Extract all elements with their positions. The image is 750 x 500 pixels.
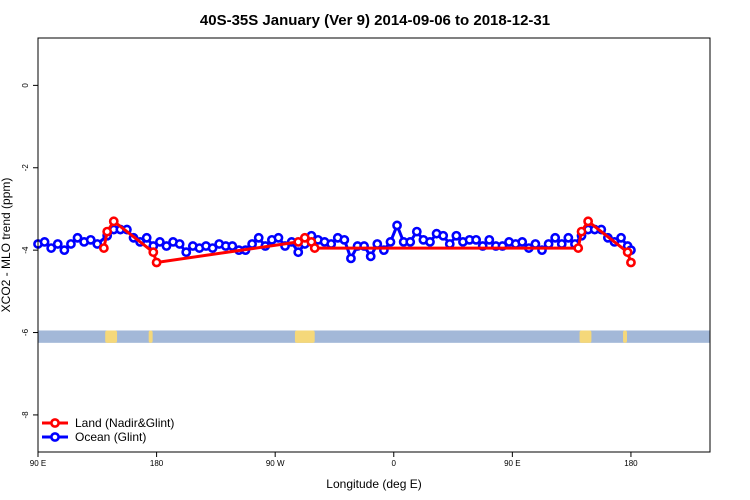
data-point bbox=[273, 232, 284, 243]
data-point bbox=[148, 247, 159, 258]
legend-marker bbox=[50, 418, 60, 428]
legend-label: Ocean (Glint) bbox=[75, 430, 146, 444]
data-point bbox=[392, 220, 402, 231]
data-point bbox=[550, 232, 561, 243]
data-point bbox=[39, 237, 50, 247]
data-point bbox=[72, 232, 83, 243]
plot-frame bbox=[37, 37, 711, 453]
data-point bbox=[154, 237, 165, 247]
x-tick-label: 180 bbox=[150, 459, 164, 468]
data-point bbox=[66, 239, 76, 249]
land-patch bbox=[623, 330, 627, 343]
data-point bbox=[425, 237, 435, 247]
data-point bbox=[616, 232, 626, 243]
data-point bbox=[365, 251, 376, 262]
data-point bbox=[563, 232, 574, 243]
legend: Land (Nadir&Glint)Ocean (Glint) bbox=[42, 416, 174, 444]
data-point bbox=[583, 216, 594, 227]
data-point bbox=[573, 243, 584, 253]
data-point bbox=[385, 237, 396, 247]
data-point bbox=[141, 232, 152, 243]
data-point bbox=[451, 230, 462, 241]
y-tick-label: 0 bbox=[21, 83, 30, 88]
data-point bbox=[411, 226, 422, 237]
data-point bbox=[98, 243, 109, 253]
legend-item: Ocean (Glint) bbox=[42, 430, 146, 444]
data-point bbox=[151, 257, 162, 268]
data-point bbox=[484, 234, 495, 245]
data-point bbox=[372, 239, 383, 249]
y-axis-label: XCO2 - MLO trend (ppm) bbox=[0, 178, 13, 313]
data-point bbox=[108, 216, 119, 227]
data-point bbox=[161, 241, 172, 251]
data-point bbox=[85, 234, 96, 245]
land-patch bbox=[148, 330, 153, 343]
data-point bbox=[52, 239, 63, 249]
data-point bbox=[471, 234, 482, 245]
map-strip bbox=[38, 330, 710, 343]
data-point bbox=[556, 239, 567, 249]
data-point bbox=[102, 226, 113, 237]
data-point bbox=[247, 239, 258, 249]
data-point bbox=[438, 230, 449, 241]
data-point bbox=[293, 237, 304, 247]
x-tick-label: 0 bbox=[392, 459, 397, 468]
data-point bbox=[227, 241, 238, 251]
data-point bbox=[181, 247, 192, 258]
data-point bbox=[517, 237, 528, 247]
y-tick-label: -4 bbox=[21, 246, 30, 254]
x-axis-label: Longitude (deg E) bbox=[326, 477, 421, 491]
x-axis: 90 E 180 90 W 0 90 E 180 bbox=[30, 452, 638, 468]
legend-label: Land (Nadir&Glint) bbox=[75, 416, 174, 430]
data-point bbox=[59, 245, 70, 256]
data-point bbox=[543, 239, 554, 249]
y-axis: 0 -2 -4 -6 -8 bbox=[21, 83, 38, 419]
x-tick-label: 90 E bbox=[30, 459, 46, 468]
legend-item: Land (Nadir&Glint) bbox=[42, 416, 174, 430]
data-point bbox=[346, 253, 356, 264]
data-point bbox=[174, 239, 185, 249]
data-point bbox=[444, 239, 455, 249]
land-patch bbox=[105, 330, 118, 343]
data-point bbox=[530, 239, 541, 249]
y-tick-label: -8 bbox=[21, 411, 30, 419]
series-land bbox=[98, 216, 636, 268]
legend-marker bbox=[50, 432, 60, 442]
x-tick-label: 90 E bbox=[504, 459, 520, 468]
data-point bbox=[339, 234, 350, 245]
y-tick-label: -6 bbox=[21, 328, 30, 336]
land-patch bbox=[294, 330, 315, 343]
data-point bbox=[253, 232, 264, 243]
data-point bbox=[299, 232, 310, 243]
data-point bbox=[46, 243, 57, 253]
series-layer bbox=[33, 216, 636, 268]
x-tick-label: 90 W bbox=[266, 459, 285, 468]
data-point bbox=[576, 226, 587, 237]
data-point bbox=[293, 247, 304, 258]
ocean-band bbox=[38, 330, 710, 343]
data-point bbox=[405, 237, 416, 247]
data-point bbox=[622, 247, 633, 258]
data-point bbox=[626, 257, 636, 268]
data-point bbox=[92, 239, 103, 249]
x-tick-label: 180 bbox=[624, 459, 638, 468]
chart-title: 40S-35S January (Ver 9) 2014-09-06 to 20… bbox=[200, 12, 550, 29]
y-tick-label: -2 bbox=[21, 164, 30, 172]
data-point bbox=[207, 243, 218, 253]
data-point bbox=[309, 243, 320, 253]
data-point bbox=[326, 239, 337, 249]
land-patch bbox=[579, 330, 592, 343]
